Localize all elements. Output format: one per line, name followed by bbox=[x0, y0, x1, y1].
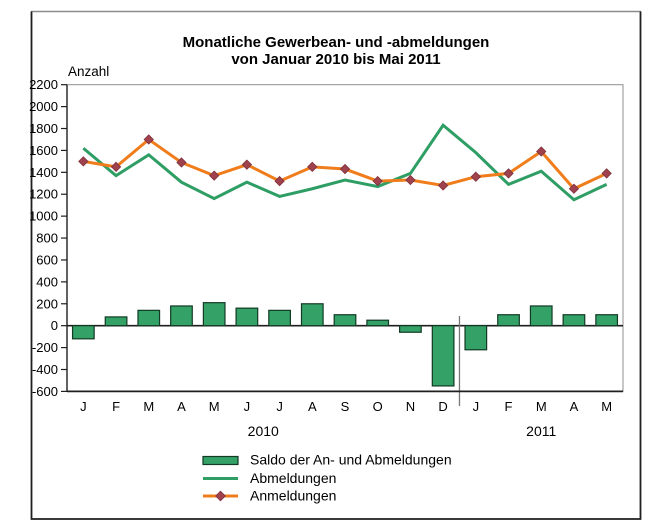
y-tick-label: 2200 bbox=[29, 77, 58, 92]
anmeldungen-marker bbox=[110, 161, 122, 173]
anmeldungen-marker bbox=[209, 170, 220, 181]
x-tick-label: D bbox=[438, 399, 447, 414]
anmeldungen-marker bbox=[503, 168, 514, 179]
saldo-bar-0 bbox=[71, 325, 95, 340]
legend: Saldo der An- und Abmeldungen Abmeldunge… bbox=[202, 452, 452, 504]
saldo-bar-16 bbox=[595, 314, 619, 327]
anmeldungen-marker bbox=[536, 146, 547, 157]
x-tick-label: M bbox=[209, 399, 220, 414]
x-tick-label: J bbox=[244, 399, 251, 414]
x-tick-label: N bbox=[406, 399, 415, 414]
x-tick-label: A bbox=[308, 399, 317, 414]
y-tick-label: -600 bbox=[32, 384, 58, 399]
y-tick-label: 1000 bbox=[29, 209, 58, 224]
abmeldungen-line bbox=[82, 123, 608, 202]
legend-swatch-anmeldungen-marker bbox=[215, 490, 226, 502]
saldo-bar-5 bbox=[235, 307, 259, 327]
x-tick-label: M bbox=[143, 399, 154, 414]
anmeldungen-marker bbox=[176, 157, 187, 168]
y-tick-label: 1400 bbox=[29, 165, 58, 180]
x-tick-label: J bbox=[276, 399, 283, 414]
anmeldungen-marker bbox=[274, 175, 285, 187]
anmeldungen-marker bbox=[437, 180, 449, 191]
y-tick-label: 600 bbox=[36, 252, 58, 267]
saldo-bar-14 bbox=[529, 305, 553, 327]
saldo-bar-9 bbox=[366, 319, 390, 327]
saldo-bar-6 bbox=[268, 309, 291, 327]
year-label-2011: 2011 bbox=[526, 423, 556, 439]
legend-label-anmeldungen: Anmeldungen bbox=[250, 488, 336, 504]
year-label-2010: 2010 bbox=[248, 423, 279, 439]
saldo-bar-3 bbox=[170, 305, 193, 327]
saldo-bar-13 bbox=[497, 314, 520, 327]
anmeldungen-marker bbox=[143, 134, 154, 145]
legend-label-saldo: Saldo der An- und Abmeldungen bbox=[250, 452, 452, 468]
y-tick-label: 1200 bbox=[29, 187, 58, 202]
anmeldungen-marker bbox=[78, 156, 89, 167]
x-tick-label: J bbox=[473, 399, 480, 414]
saldo-bar-10 bbox=[399, 325, 422, 333]
x-tick-label: M bbox=[601, 399, 612, 414]
saldo-bar-1 bbox=[104, 316, 128, 327]
anmeldungen-marker bbox=[470, 171, 481, 182]
y-tick-label: 1600 bbox=[29, 143, 58, 158]
y-tick-label: 400 bbox=[36, 274, 58, 289]
saldo-bar-7 bbox=[300, 303, 324, 327]
chart-title-line2: von Januar 2010 bis Mai 2011 bbox=[231, 51, 440, 68]
figure-border bbox=[30, 11, 642, 520]
anmeldungen-marker bbox=[241, 159, 253, 170]
chart-title-line1: Monatliche Gewerbean- und -abmeldungen bbox=[183, 34, 490, 51]
legend-label-abmeldungen: Abmeldungen bbox=[250, 470, 336, 486]
anmeldungen-marker bbox=[405, 174, 416, 186]
y-tick-label: 1800 bbox=[29, 121, 58, 136]
x-tick-label: J bbox=[80, 399, 87, 414]
x-tick-label: S bbox=[341, 399, 350, 414]
saldo-bar-4 bbox=[202, 302, 226, 327]
saldo-bar-12 bbox=[464, 325, 488, 351]
saldo-bar-2 bbox=[137, 309, 161, 327]
y-tick-label: -200 bbox=[32, 340, 58, 355]
saldo-bar-15 bbox=[562, 314, 586, 327]
anmeldungen-marker bbox=[568, 183, 580, 194]
anmeldungen-marker bbox=[307, 161, 318, 173]
y-tick-label: 200 bbox=[36, 296, 58, 311]
anmeldungen-marker bbox=[601, 168, 612, 179]
x-tick-label: O bbox=[373, 399, 383, 414]
x-tick-label: A bbox=[177, 399, 186, 414]
saldo-bar-8 bbox=[333, 314, 357, 327]
saldo-bar-11 bbox=[431, 325, 455, 387]
y-axis-title: Anzahl bbox=[68, 64, 109, 79]
y-tick-label: -400 bbox=[32, 362, 58, 377]
y-tick-label: 800 bbox=[36, 231, 58, 246]
x-tick-label: A bbox=[570, 399, 579, 414]
plot-area: 2200200018001600140012001000800600400200… bbox=[29, 77, 624, 439]
x-tick-label: F bbox=[112, 399, 120, 414]
y-tick-label: 0 bbox=[51, 318, 58, 333]
plot-frame bbox=[66, 84, 624, 392]
x-tick-label: F bbox=[505, 399, 513, 414]
x-tick-label: M bbox=[536, 399, 547, 414]
anmeldungen-marker bbox=[339, 163, 351, 175]
legend-swatch-saldo bbox=[202, 455, 239, 466]
y-tick-label: 2000 bbox=[29, 99, 58, 114]
anmeldungen-marker bbox=[372, 175, 383, 187]
